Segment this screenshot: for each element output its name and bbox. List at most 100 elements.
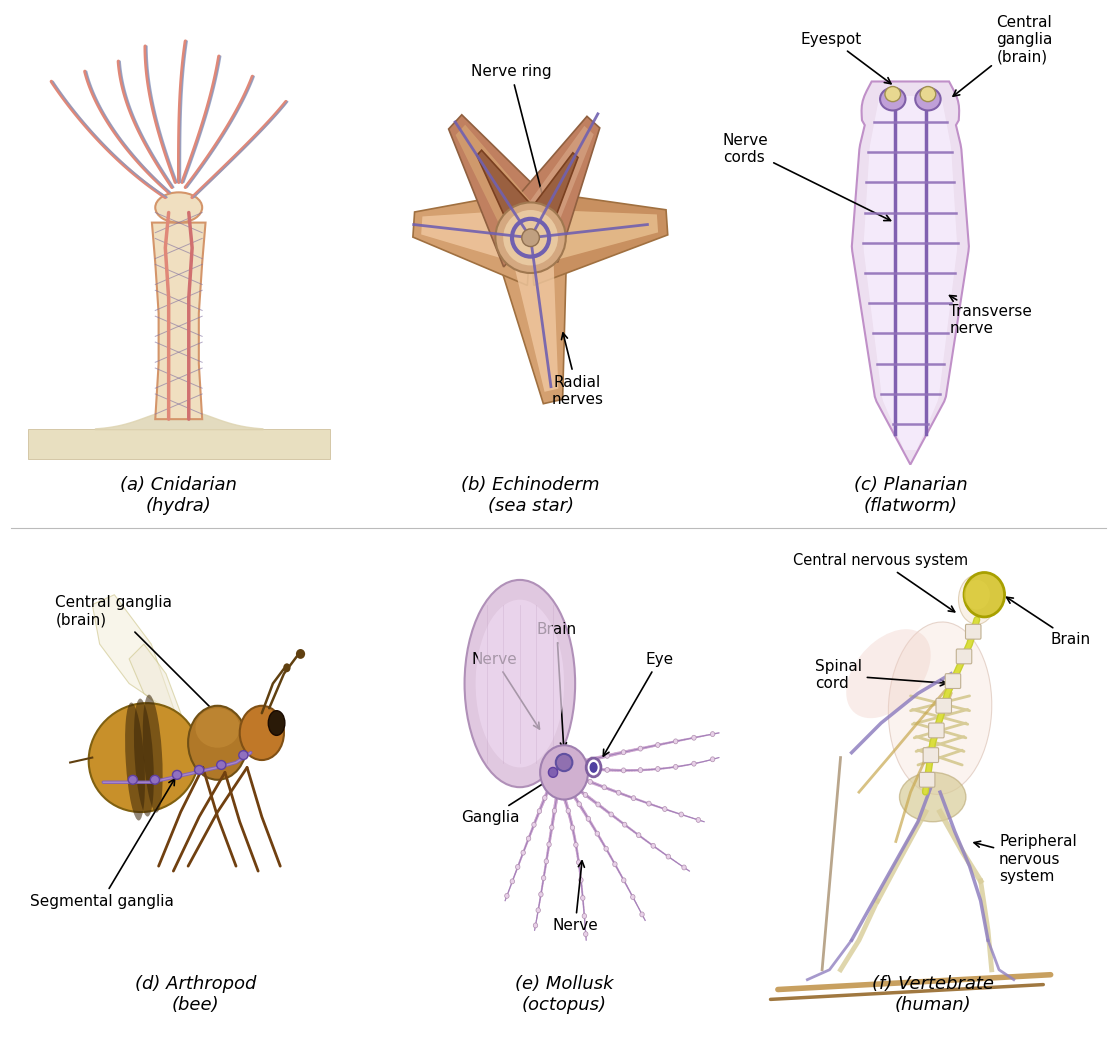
Text: (c) Planarian
(flatworm): (c) Planarian (flatworm) (853, 476, 967, 514)
Ellipse shape (617, 791, 621, 795)
Ellipse shape (880, 88, 906, 110)
Ellipse shape (640, 912, 645, 917)
Ellipse shape (576, 860, 581, 865)
Text: Brain: Brain (536, 623, 576, 749)
Ellipse shape (476, 600, 564, 768)
Ellipse shape (604, 846, 609, 852)
Ellipse shape (920, 86, 936, 102)
Polygon shape (413, 190, 534, 286)
Ellipse shape (521, 850, 525, 855)
Ellipse shape (595, 802, 600, 807)
Ellipse shape (638, 768, 642, 773)
Ellipse shape (581, 896, 585, 901)
Ellipse shape (155, 192, 202, 223)
Text: Central ganglia
(brain): Central ganglia (brain) (56, 595, 248, 744)
Text: Nerve ring: Nerve ring (470, 64, 552, 213)
Ellipse shape (662, 806, 667, 812)
Ellipse shape (538, 891, 543, 897)
Ellipse shape (151, 775, 160, 784)
FancyBboxPatch shape (919, 773, 935, 788)
Polygon shape (512, 245, 558, 392)
Ellipse shape (691, 735, 696, 740)
Text: Nerve: Nerve (552, 861, 598, 933)
Polygon shape (863, 96, 957, 450)
Text: Central nervous system: Central nervous system (793, 553, 967, 612)
Ellipse shape (172, 771, 182, 779)
Ellipse shape (550, 825, 554, 830)
Ellipse shape (666, 854, 670, 859)
Ellipse shape (637, 833, 641, 838)
Ellipse shape (125, 702, 145, 820)
Text: (f) Vertebrate
(human): (f) Vertebrate (human) (871, 975, 994, 1014)
Polygon shape (449, 114, 557, 267)
Polygon shape (152, 223, 206, 419)
Text: Transverse
nerve: Transverse nerve (949, 295, 1032, 336)
Ellipse shape (465, 580, 575, 788)
Ellipse shape (964, 572, 1004, 617)
Ellipse shape (556, 754, 572, 771)
Ellipse shape (88, 704, 199, 812)
Ellipse shape (548, 768, 557, 777)
Ellipse shape (537, 808, 542, 814)
Ellipse shape (609, 812, 613, 817)
Ellipse shape (552, 808, 556, 814)
Polygon shape (527, 190, 668, 286)
FancyBboxPatch shape (928, 723, 944, 738)
Ellipse shape (638, 747, 642, 751)
Text: Radial
nerves: Radial nerves (552, 333, 603, 407)
Polygon shape (504, 117, 600, 262)
Text: Ganglia: Ganglia (461, 780, 550, 824)
Ellipse shape (888, 622, 992, 795)
Ellipse shape (631, 895, 636, 900)
Ellipse shape (899, 773, 966, 822)
Ellipse shape (679, 812, 684, 817)
Text: (d) Arthropod
(bee): (d) Arthropod (bee) (135, 975, 256, 1014)
Ellipse shape (239, 751, 248, 759)
Ellipse shape (621, 750, 626, 755)
Text: Brain: Brain (1006, 597, 1091, 647)
Ellipse shape (571, 825, 574, 831)
Ellipse shape (284, 664, 290, 672)
Ellipse shape (583, 793, 588, 797)
Text: Peripheral
nervous
system: Peripheral nervous system (974, 834, 1077, 884)
Ellipse shape (510, 879, 515, 884)
Ellipse shape (958, 575, 995, 625)
Polygon shape (494, 229, 567, 403)
Ellipse shape (541, 746, 588, 799)
Ellipse shape (574, 842, 579, 847)
Ellipse shape (656, 766, 660, 772)
Ellipse shape (586, 758, 601, 777)
Ellipse shape (588, 779, 592, 784)
Polygon shape (456, 125, 541, 247)
Ellipse shape (536, 908, 541, 912)
Ellipse shape (495, 203, 565, 273)
Text: (a) Cnidarian
(hydra): (a) Cnidarian (hydra) (121, 476, 237, 514)
Ellipse shape (547, 842, 552, 847)
Ellipse shape (647, 801, 651, 806)
Ellipse shape (188, 706, 247, 780)
Polygon shape (852, 82, 968, 464)
Polygon shape (519, 126, 594, 244)
Ellipse shape (710, 732, 715, 737)
Ellipse shape (621, 768, 626, 773)
Polygon shape (477, 150, 548, 252)
Ellipse shape (532, 822, 536, 827)
Ellipse shape (583, 931, 588, 937)
Ellipse shape (533, 923, 537, 928)
Ellipse shape (613, 862, 617, 866)
Ellipse shape (691, 761, 696, 766)
Polygon shape (93, 594, 176, 718)
Ellipse shape (582, 914, 586, 919)
Ellipse shape (217, 760, 226, 770)
Ellipse shape (128, 775, 137, 784)
Ellipse shape (651, 843, 656, 848)
Ellipse shape (542, 876, 546, 881)
Ellipse shape (516, 864, 519, 869)
Text: Eye: Eye (603, 652, 674, 756)
Ellipse shape (605, 754, 610, 758)
Ellipse shape (505, 894, 509, 899)
Ellipse shape (696, 818, 700, 822)
Text: Nerve
cords: Nerve cords (723, 132, 890, 220)
Polygon shape (538, 210, 658, 264)
Polygon shape (518, 153, 577, 249)
